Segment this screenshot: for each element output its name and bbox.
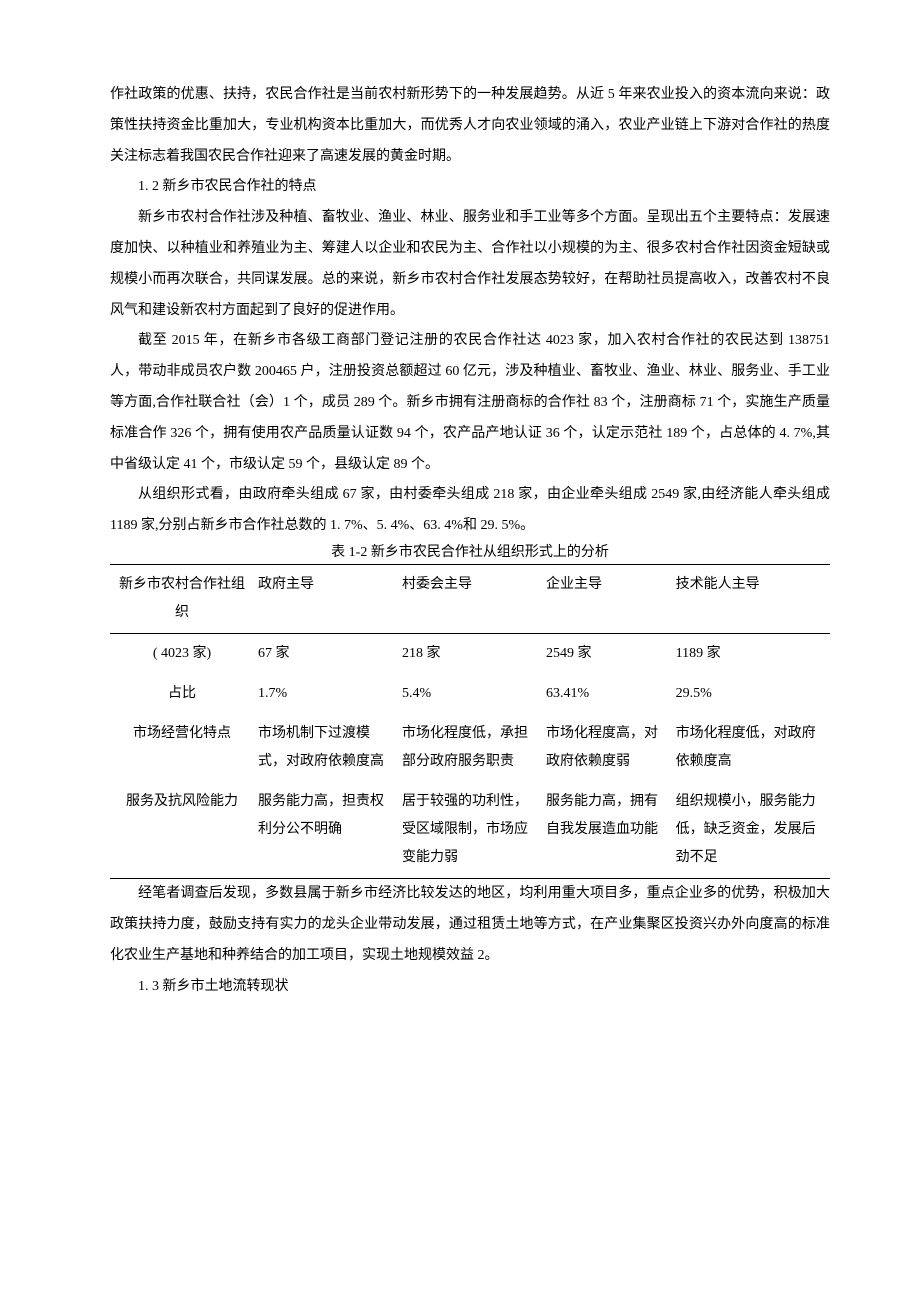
cell: ( 4023 家) xyxy=(110,634,254,675)
paragraph-4: 从组织形式看，由政府牵头组成 67 家，由村委牵头组成 218 家，由企业牵头组… xyxy=(110,480,830,542)
cell: 218 家 xyxy=(398,634,542,675)
cell: 占比 xyxy=(110,674,254,714)
cell: 市场化程度高，对政府依赖度弱 xyxy=(542,714,672,782)
paragraph-2: 新乡市农村合作社涉及种植、畜牧业、渔业、林业、服务业和手工业等多个方面。呈现出五… xyxy=(110,203,830,326)
cell: 组织规模小，服务能力低，缺乏资金，发展后劲不足 xyxy=(672,782,830,879)
table-row: ( 4023 家) 67 家 218 家 2549 家 1189 家 xyxy=(110,634,830,675)
cell: 63.41% xyxy=(542,674,672,714)
th-village: 村委会主导 xyxy=(398,565,542,634)
cell: 市场化程度低，对政府依赖度高 xyxy=(672,714,830,782)
cell: 市场机制下过渡模式，对政府依赖度高 xyxy=(254,714,398,782)
paragraph-5: 经笔者调查后发现，多数县属于新乡市经济比较发达的地区，均利用重大项目多，重点企业… xyxy=(110,879,830,971)
cell: 29.5% xyxy=(672,674,830,714)
org-form-table: 新乡市农村合作社组织 政府主导 村委会主导 企业主导 技术能人主导 ( 4023… xyxy=(110,564,830,879)
th-gov: 政府主导 xyxy=(254,565,398,634)
cell: 1.7% xyxy=(254,674,398,714)
cell: 服务能力高，拥有自我发展造血功能 xyxy=(542,782,672,879)
paragraph-3: 截至 2015 年，在新乡市各级工商部门登记注册的农民合作社达 4023 家，加… xyxy=(110,326,830,480)
section-1-3-title: 1. 3 新乡市土地流转现状 xyxy=(110,972,830,1003)
cell: 5.4% xyxy=(398,674,542,714)
cell: 服务及抗风险能力 xyxy=(110,782,254,879)
cell: 67 家 xyxy=(254,634,398,675)
cell: 市场经营化特点 xyxy=(110,714,254,782)
th-tech: 技术能人主导 xyxy=(672,565,830,634)
cell: 2549 家 xyxy=(542,634,672,675)
cell: 1189 家 xyxy=(672,634,830,675)
cell: 市场化程度低，承担部分政府服务职责 xyxy=(398,714,542,782)
table-row: 服务及抗风险能力 服务能力高，担责权利分公不明确 居于较强的功利性，受区域限制，… xyxy=(110,782,830,879)
cell: 居于较强的功利性，受区域限制，市场应变能力弱 xyxy=(398,782,542,879)
cell: 服务能力高，担责权利分公不明确 xyxy=(254,782,398,879)
section-1-2-title: 1. 2 新乡市农民合作社的特点 xyxy=(110,172,830,203)
table-row: 占比 1.7% 5.4% 63.41% 29.5% xyxy=(110,674,830,714)
th-enterprise: 企业主导 xyxy=(542,565,672,634)
paragraph-1: 作社政策的优惠、扶持，农民合作社是当前农村新形势下的一种发展趋势。从近 5 年来… xyxy=(110,80,830,172)
table-caption: 表 1-2 新乡市农民合作社从组织形式上的分析 xyxy=(110,542,830,564)
table-row: 市场经营化特点 市场机制下过渡模式，对政府依赖度高 市场化程度低，承担部分政府服… xyxy=(110,714,830,782)
th-org: 新乡市农村合作社组织 xyxy=(110,565,254,634)
table-header-row: 新乡市农村合作社组织 政府主导 村委会主导 企业主导 技术能人主导 xyxy=(110,565,830,634)
